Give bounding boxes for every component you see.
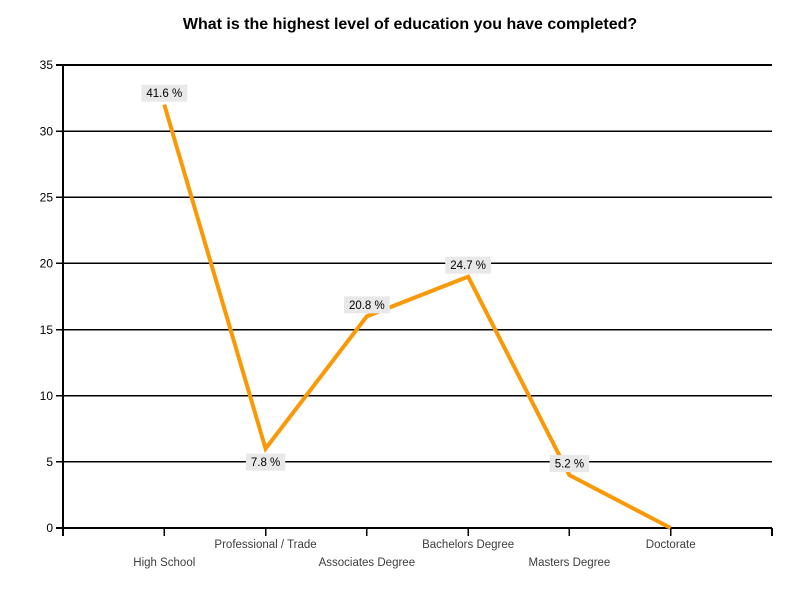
x-category-label: High School: [133, 557, 195, 569]
point-label: 7.8 %: [251, 457, 280, 469]
point-label-box: [245, 453, 286, 471]
point-label: 24.7 %: [450, 260, 486, 272]
y-axis-label: 0: [46, 521, 53, 535]
point-label-box: [141, 84, 188, 102]
y-axis-label: 25: [40, 190, 54, 204]
x-category-label: Professional / Trade: [214, 539, 316, 551]
x-category-label: Bachelors Degree: [422, 539, 514, 551]
point-label: 5.2 %: [555, 459, 584, 471]
point-label: 20.8 %: [349, 300, 385, 312]
point-label-box: [445, 256, 492, 274]
y-axis-label: 30: [40, 124, 54, 138]
x-category-label: Masters Degree: [529, 557, 611, 569]
y-axis-label: 5: [46, 455, 53, 469]
y-axis-label: 20: [40, 257, 54, 271]
point-label-box: [343, 296, 390, 314]
y-axis-label: 10: [40, 389, 54, 403]
y-axis-label: 35: [40, 58, 54, 72]
series-line: [162, 104, 672, 530]
point-label-box: [549, 455, 590, 473]
point-label: 41.6 %: [146, 88, 182, 100]
x-category-label: Doctorate: [646, 539, 696, 551]
x-category-label: Associates Degree: [319, 557, 416, 569]
y-axis-label: 15: [40, 323, 54, 337]
chart-title: What is the highest level of education y…: [182, 16, 638, 33]
